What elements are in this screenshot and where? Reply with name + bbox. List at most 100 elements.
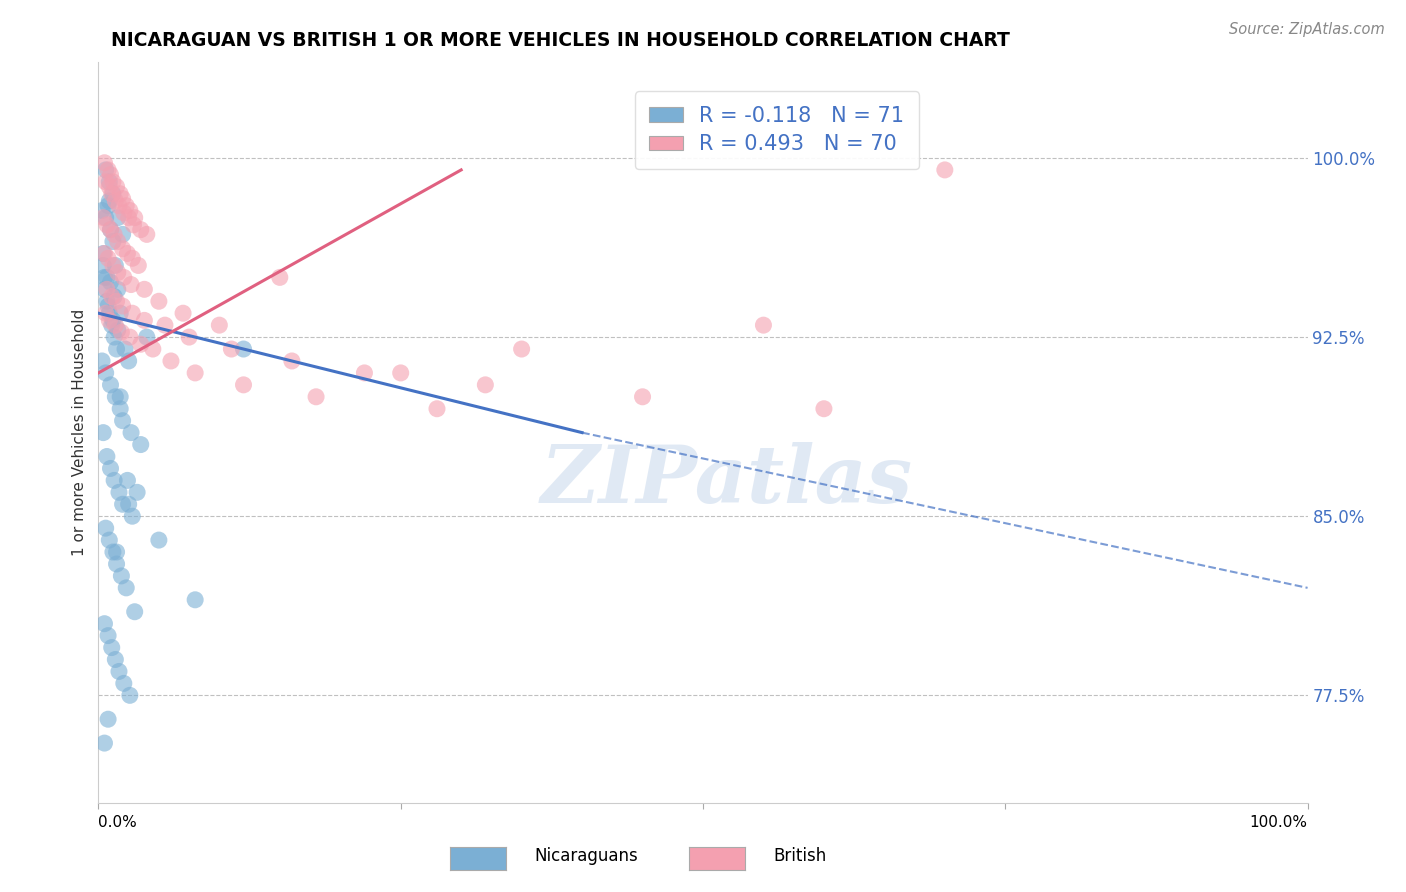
Point xyxy=(148,533,170,547)
Point xyxy=(111,227,134,242)
Point xyxy=(91,425,114,440)
Point xyxy=(94,211,117,225)
Point xyxy=(96,294,118,309)
Point xyxy=(103,289,125,303)
Point xyxy=(142,342,165,356)
Point xyxy=(108,485,131,500)
Point xyxy=(96,282,118,296)
Point xyxy=(107,211,129,225)
Point xyxy=(91,203,114,218)
Point xyxy=(232,342,254,356)
Point xyxy=(97,299,120,313)
Point xyxy=(121,252,143,266)
Point xyxy=(115,581,138,595)
Point xyxy=(93,270,115,285)
Point xyxy=(134,282,156,296)
Point xyxy=(114,342,136,356)
Point xyxy=(118,211,141,225)
Point xyxy=(93,616,115,631)
Text: 0.0%: 0.0% xyxy=(98,814,138,830)
Point xyxy=(160,354,183,368)
Point xyxy=(221,342,243,356)
Point xyxy=(94,306,117,320)
Point xyxy=(101,186,124,201)
Point xyxy=(108,390,131,404)
Y-axis label: 1 or more Vehicles in Household: 1 or more Vehicles in Household xyxy=(72,309,87,557)
Point xyxy=(98,313,121,327)
Point xyxy=(389,366,412,380)
Point xyxy=(129,337,152,351)
Point xyxy=(269,270,291,285)
Point xyxy=(184,592,207,607)
Point xyxy=(108,306,131,320)
Point xyxy=(111,192,134,206)
Point xyxy=(98,533,121,547)
Point xyxy=(111,299,134,313)
Point xyxy=(105,294,128,309)
Point xyxy=(135,330,157,344)
Point xyxy=(474,377,496,392)
Point xyxy=(110,326,132,340)
Text: Source: ZipAtlas.com: Source: ZipAtlas.com xyxy=(1229,22,1385,37)
Point xyxy=(91,354,114,368)
Point xyxy=(101,235,124,249)
Point xyxy=(118,689,141,703)
Point xyxy=(108,199,131,213)
Point xyxy=(94,521,117,535)
Text: NICARAGUAN VS BRITISH 1 OR MORE VEHICLES IN HOUSEHOLD CORRELATION CHART: NICARAGUAN VS BRITISH 1 OR MORE VEHICLES… xyxy=(111,30,1010,50)
Point xyxy=(94,175,117,189)
Point xyxy=(208,318,231,333)
Point xyxy=(97,252,120,266)
Point xyxy=(108,186,131,201)
Point xyxy=(97,199,120,213)
Point xyxy=(934,162,956,177)
Point xyxy=(813,401,835,416)
Point xyxy=(118,203,141,218)
Point xyxy=(101,545,124,559)
Point xyxy=(100,222,122,236)
Point xyxy=(117,246,139,260)
Point xyxy=(91,246,114,260)
Point xyxy=(98,306,121,320)
Point xyxy=(108,401,131,416)
Point xyxy=(124,211,146,225)
Point xyxy=(426,401,449,416)
Point xyxy=(107,282,129,296)
Point xyxy=(101,259,124,273)
Point xyxy=(100,222,122,236)
Point xyxy=(115,199,138,213)
Point xyxy=(98,175,121,189)
Point xyxy=(752,318,775,333)
Point xyxy=(118,497,141,511)
Point xyxy=(117,474,139,488)
Point xyxy=(104,390,127,404)
Point xyxy=(105,557,128,571)
Point xyxy=(122,218,145,232)
Point xyxy=(107,266,129,280)
Point xyxy=(135,227,157,242)
Point xyxy=(134,313,156,327)
Point xyxy=(124,605,146,619)
Point xyxy=(118,330,141,344)
Point xyxy=(91,259,114,273)
Point xyxy=(112,270,135,285)
Point xyxy=(111,497,134,511)
Point xyxy=(107,235,129,249)
Point xyxy=(104,194,127,208)
Point xyxy=(121,509,143,524)
Point xyxy=(129,437,152,451)
Point xyxy=(103,330,125,344)
Point xyxy=(305,390,328,404)
Point xyxy=(110,569,132,583)
Point xyxy=(104,652,127,666)
Point xyxy=(100,377,122,392)
Point xyxy=(112,206,135,220)
Point xyxy=(94,366,117,380)
Point xyxy=(232,377,254,392)
Point xyxy=(100,318,122,333)
Point xyxy=(93,155,115,169)
Point xyxy=(105,342,128,356)
Point xyxy=(129,222,152,236)
Text: Nicaraguans: Nicaraguans xyxy=(534,847,638,865)
Point xyxy=(94,162,117,177)
